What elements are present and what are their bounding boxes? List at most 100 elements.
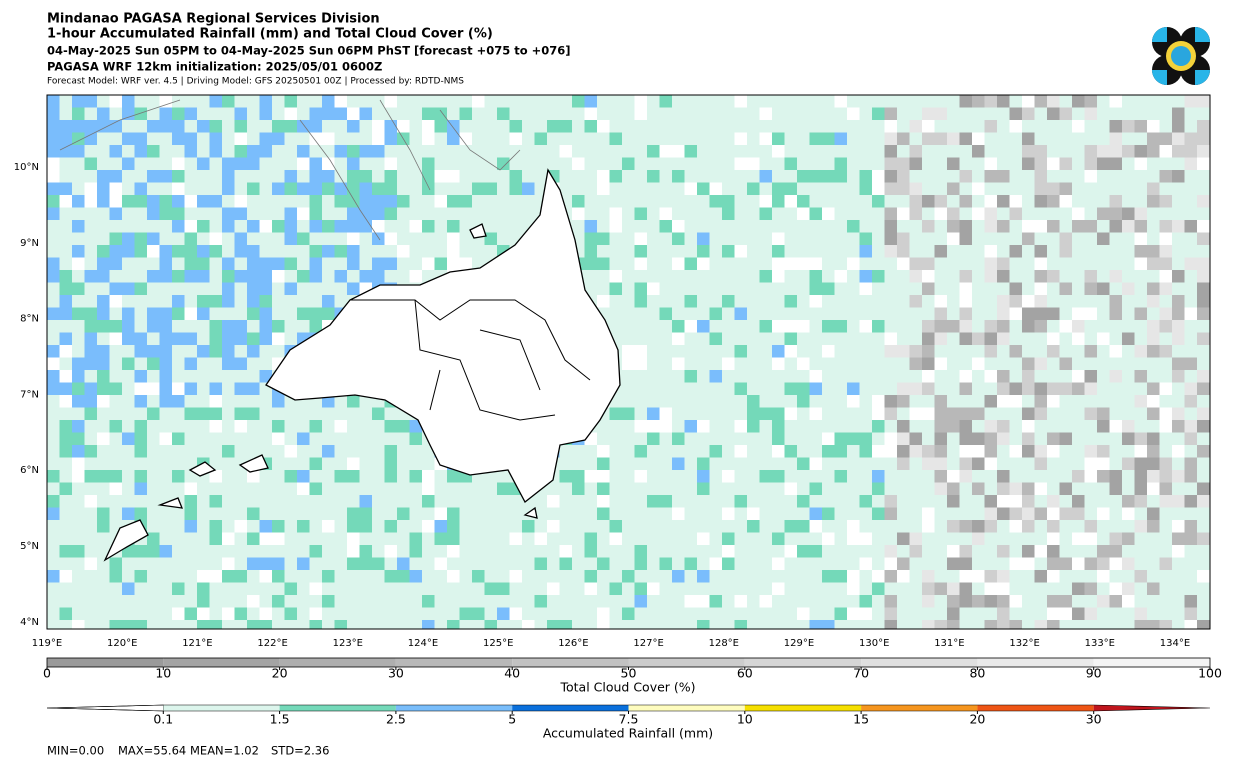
map-cell — [309, 207, 322, 220]
map-cell — [659, 420, 672, 433]
map-cell — [809, 170, 822, 183]
map-cell — [984, 457, 997, 470]
map-cell — [97, 370, 110, 383]
map-cell — [222, 257, 235, 270]
map-cell — [984, 245, 997, 258]
map-cell — [947, 607, 960, 620]
rain-tick-label: 30 — [1086, 712, 1102, 727]
map-cell — [997, 170, 1010, 183]
map-cell — [109, 120, 122, 133]
map-cell — [1172, 470, 1185, 483]
map-cell — [922, 457, 935, 470]
map-cell — [884, 182, 897, 195]
map-cell — [1097, 332, 1110, 345]
map-cell — [397, 120, 410, 133]
map-cell — [1009, 445, 1022, 458]
map-cell — [897, 445, 910, 458]
map-cell — [809, 295, 822, 308]
map-cell — [372, 270, 385, 283]
map-cell — [1097, 157, 1110, 170]
map-cell — [234, 270, 247, 283]
map-cell — [934, 407, 947, 420]
map-cell — [359, 107, 372, 120]
map-cell — [747, 420, 760, 433]
map-cell — [59, 282, 72, 295]
map-cell — [934, 457, 947, 470]
map-cell — [759, 595, 772, 608]
map-cell — [984, 257, 997, 270]
map-cell — [159, 120, 172, 133]
map-cell — [659, 220, 672, 233]
map-cell — [1147, 182, 1160, 195]
map-cell — [584, 220, 597, 233]
map-cell — [1034, 445, 1047, 458]
map-cell — [959, 270, 972, 283]
map-cell — [847, 382, 860, 395]
map-cell — [322, 307, 335, 320]
map-cell — [197, 245, 210, 258]
map-cell — [184, 407, 197, 420]
map-cell — [659, 557, 672, 570]
map-cell — [1197, 420, 1210, 433]
map-cell — [859, 432, 872, 445]
map-cell — [322, 520, 335, 533]
map-cell — [1072, 95, 1085, 108]
map-cell — [1097, 445, 1110, 458]
map-cell — [647, 145, 660, 158]
map-cell — [884, 132, 897, 145]
map-cell — [1034, 620, 1047, 629]
map-cell — [1159, 470, 1172, 483]
map-cell — [259, 295, 272, 308]
map-cell — [1047, 432, 1060, 445]
map-cell — [1159, 557, 1172, 570]
map-cell — [347, 120, 360, 133]
map-cell — [784, 345, 797, 358]
map-cell — [622, 357, 635, 370]
map-cell — [297, 157, 310, 170]
map-cell — [1072, 120, 1085, 133]
map-cell — [47, 95, 60, 108]
map-cell — [897, 432, 910, 445]
map-cell — [922, 320, 935, 333]
map-cell — [1009, 507, 1022, 520]
map-cell — [859, 270, 872, 283]
map-cell — [209, 532, 222, 545]
map-cell — [359, 545, 372, 558]
map-cell — [859, 282, 872, 295]
map-cell — [97, 395, 110, 408]
map-cell — [172, 395, 185, 408]
map-cell — [259, 257, 272, 270]
map-cell — [147, 532, 160, 545]
map-cell — [297, 520, 310, 533]
map-cell — [84, 357, 97, 370]
map-cell — [172, 470, 185, 483]
map-cell — [959, 445, 972, 458]
map-cell — [234, 145, 247, 158]
map-cell — [634, 282, 647, 295]
rain-colorbar: 0.1 1.5 2.5 5 7.5 10 15 20 30 — [46, 704, 1211, 727]
cloud-segment — [163, 658, 280, 667]
map-cell — [1134, 232, 1147, 245]
map-cell — [1172, 545, 1185, 558]
map-cell — [122, 432, 135, 445]
map-cell — [959, 95, 972, 108]
map-cell — [947, 220, 960, 233]
map-cell — [222, 157, 235, 170]
map-cell — [147, 232, 160, 245]
map-cell — [234, 357, 247, 370]
cloud-segment — [861, 658, 978, 667]
map-cell — [859, 245, 872, 258]
map-cell — [1022, 132, 1035, 145]
map-cell — [347, 245, 360, 258]
map-cell — [134, 182, 147, 195]
map-cell — [334, 195, 347, 208]
map-cell — [572, 95, 585, 108]
map-cell — [734, 132, 747, 145]
map-cell — [1047, 195, 1060, 208]
map-cell — [434, 170, 447, 183]
map-cell — [672, 320, 685, 333]
map-cell — [272, 132, 285, 145]
map-cell — [572, 470, 585, 483]
map-cell — [1109, 132, 1122, 145]
rain-segment — [279, 705, 396, 711]
